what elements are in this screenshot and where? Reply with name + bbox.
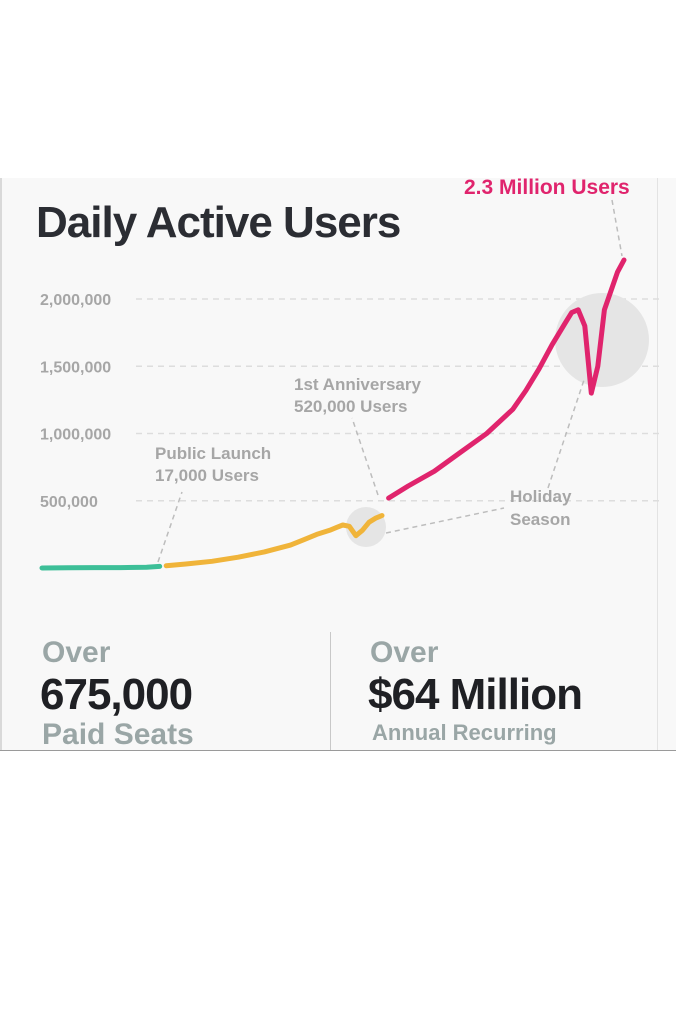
y-tick-label-3: 500,000 [40, 494, 98, 511]
chart-title: Daily Active Users [36, 198, 401, 247]
leader-public-launch [157, 491, 183, 563]
stat-seats-label: Paid Seats [42, 718, 194, 751]
series-line-0 [39, 563, 163, 571]
annotation-peak-users: 2.3 Million Users [464, 176, 630, 199]
annotation-public-launch-line2: 17,000 Users [155, 466, 259, 485]
chart-card [0, 178, 676, 750]
leader-holiday-second [547, 379, 585, 489]
annotation-anniversary-line1: 1st Anniversary [294, 375, 421, 394]
stat-seats-value: 675,000 [40, 670, 193, 719]
stat-revenue-value: $64 Million [368, 670, 583, 719]
bottom-rule [0, 750, 676, 751]
y-tick-label-1: 1,500,000 [40, 359, 111, 376]
stat-revenue-label: Annual Recurring [372, 720, 557, 745]
stats-divider [330, 632, 331, 750]
annotation-anniversary-line2: 520,000 Users [294, 397, 407, 416]
card-left-border [0, 178, 2, 750]
annotation-holiday-line1: Holiday [510, 487, 572, 506]
series-line-1 [163, 513, 385, 569]
card-right-border [657, 178, 658, 750]
leader-holiday-first [385, 507, 505, 534]
annotation-public-launch-line1: Public Launch [155, 444, 271, 463]
series-line-2 [386, 257, 627, 501]
leader-peak [611, 199, 623, 257]
annotation-holiday-line2: Season [510, 510, 570, 529]
dau-line-chart: 2,000,000 1,500,000 1,000,000 500,000 Public… [39, 176, 660, 571]
stat-seats-over: Over [42, 636, 111, 669]
y-tick-label-2: 1,000,000 [40, 427, 111, 444]
leader-anniversary [351, 417, 379, 496]
y-tick-label-0: 2,000,000 [40, 292, 111, 309]
stat-revenue-over: Over [370, 636, 439, 669]
